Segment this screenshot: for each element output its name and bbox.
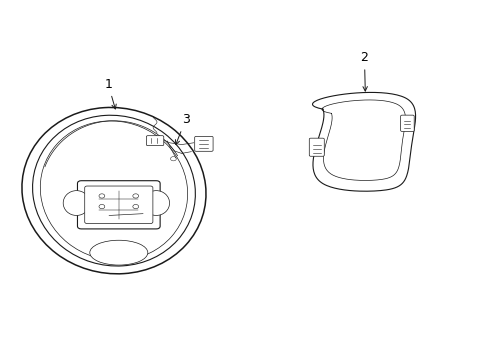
FancyBboxPatch shape bbox=[146, 136, 163, 145]
FancyBboxPatch shape bbox=[400, 115, 413, 131]
Ellipse shape bbox=[142, 191, 169, 215]
Ellipse shape bbox=[90, 240, 147, 265]
FancyBboxPatch shape bbox=[77, 181, 160, 229]
Text: 2: 2 bbox=[360, 51, 367, 91]
FancyBboxPatch shape bbox=[308, 138, 324, 156]
FancyBboxPatch shape bbox=[194, 136, 213, 151]
Ellipse shape bbox=[63, 191, 90, 215]
FancyBboxPatch shape bbox=[84, 186, 153, 224]
Text: 3: 3 bbox=[175, 113, 189, 144]
Text: 1: 1 bbox=[104, 78, 116, 109]
